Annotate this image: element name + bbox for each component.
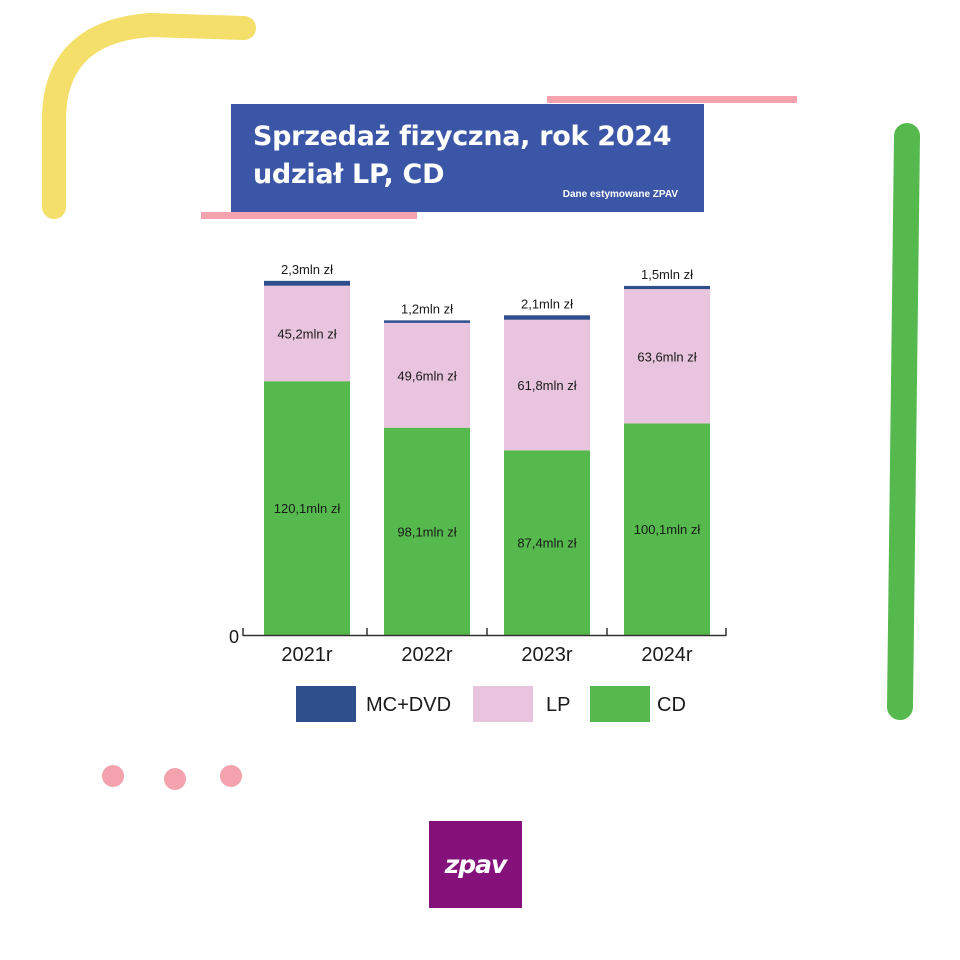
data-label-lp-2024r: 63,6mln zł — [637, 349, 696, 364]
legend-swatch-mc-dvd — [296, 686, 356, 722]
data-label-cd-2023r: 87,4mln zł — [517, 536, 576, 551]
bar-mc-dvd-2023r — [504, 315, 590, 320]
title-box: Sprzedaż fizyczna, rok 2024 udział LP, C… — [231, 104, 704, 212]
source-note: Dane estymowane ZPAV — [562, 189, 678, 200]
chart-title-line-1: Sprzedaż fizyczna, rok 2024 — [253, 121, 672, 152]
yellow-arc-decoration — [42, 12, 256, 219]
legend-label-cd: CD — [657, 694, 686, 716]
bar-cd-2023r — [504, 450, 590, 635]
x-tick-label-2024r: 2024r — [641, 644, 692, 666]
bar-cd-2024r — [624, 423, 710, 635]
data-label-cd-2021r: 120,1mln zł — [274, 501, 341, 516]
y-zero-label: 0 — [229, 627, 239, 647]
logo-text: zpav — [444, 850, 508, 879]
chart-title-line-2: udział LP, CD — [253, 159, 445, 190]
bar-lp-2024r — [624, 289, 710, 424]
bar-mc-dvd-2021r — [264, 280, 350, 286]
green-bar-decoration — [887, 123, 920, 720]
data-label-mc-dvd-2021r: 2,3mln zł — [281, 262, 333, 277]
legend-swatch-lp — [473, 686, 533, 722]
legend-label-lp: LP — [546, 694, 570, 716]
bar-cd-2022r — [384, 427, 470, 635]
legend-swatch-cd — [590, 686, 650, 722]
data-label-lp-2022r: 49,6mln zł — [397, 368, 456, 383]
pink-stripe-bottom — [201, 212, 417, 219]
data-label-cd-2024r: 100,1mln zł — [634, 522, 701, 537]
zpav-logo: zpav — [429, 821, 522, 908]
bar-lp-2023r — [504, 319, 590, 451]
data-label-mc-dvd-2024r: 1,5mln zł — [641, 267, 693, 282]
data-label-lp-2023r: 61,8mln zł — [517, 378, 576, 393]
bar-lp-2021r — [264, 285, 350, 382]
x-tick-label-2023r: 2023r — [521, 644, 572, 666]
x-tick-label-2022r: 2022r — [401, 644, 452, 666]
bar-cd-2021r — [264, 381, 350, 635]
pink-dot-2 — [164, 768, 186, 790]
bar-mc-dvd-2024r — [624, 285, 710, 290]
pink-dot-1 — [102, 765, 124, 787]
data-label-cd-2022r: 98,1mln zł — [397, 524, 456, 539]
pink-dot-3 — [220, 765, 242, 787]
data-label-lp-2021r: 45,2mln zł — [277, 326, 336, 341]
legend-label-mc-dvd: MC+DVD — [366, 694, 451, 716]
bar-mc-dvd-2022r — [384, 320, 470, 323]
x-tick-label-2021r: 2021r — [281, 644, 332, 666]
pink-stripe-top — [547, 96, 797, 103]
data-label-mc-dvd-2022r: 1,2mln zł — [401, 301, 453, 316]
data-label-mc-dvd-2023r: 2,1mln zł — [521, 296, 573, 311]
bar-lp-2022r — [384, 322, 470, 428]
